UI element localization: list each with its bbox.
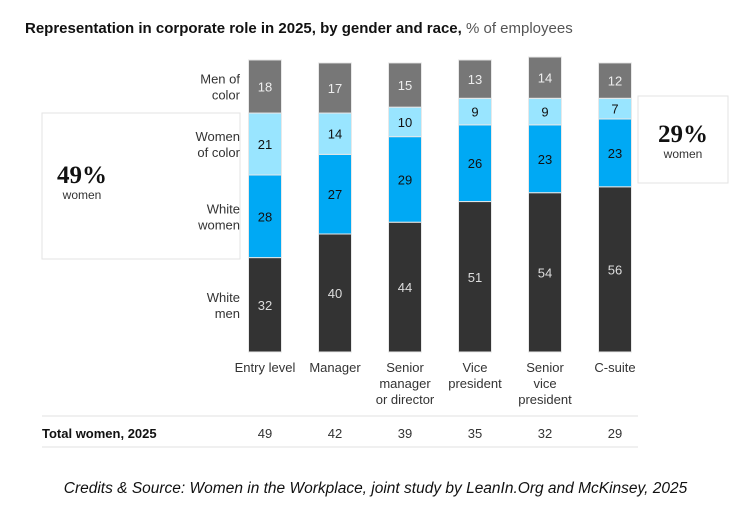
bar-value-label: 12 — [608, 74, 622, 89]
callout-box — [41, 112, 241, 260]
table-value: 29 — [608, 426, 622, 441]
callout-label: women — [663, 147, 703, 161]
callout-box — [637, 95, 729, 184]
bar-segment — [318, 153, 352, 235]
category-label: Senior — [526, 360, 564, 375]
table-value: 32 — [538, 426, 552, 441]
series-label: White — [207, 290, 240, 305]
series-label: men — [215, 306, 240, 321]
bar-segment — [528, 124, 562, 194]
bar-value-label: 9 — [541, 105, 548, 120]
bar-value-label: 13 — [468, 72, 482, 87]
bar-value-label: 23 — [538, 152, 552, 167]
series-label: women — [197, 217, 240, 232]
bar-value-label: 27 — [328, 187, 342, 202]
bar-segment — [388, 62, 422, 108]
bar-segment — [318, 233, 352, 353]
callout-value: 49% — [57, 162, 107, 189]
bar-value-label: 17 — [328, 81, 342, 96]
bar-value-label: 15 — [398, 78, 412, 93]
bar-segment — [598, 62, 632, 99]
bar-segment — [598, 186, 632, 353]
bar-value-label: 14 — [538, 71, 552, 86]
bar-segment — [528, 56, 562, 99]
bar-value-label: 32 — [258, 298, 272, 313]
bar-segment — [248, 59, 282, 114]
bar-value-label: 40 — [328, 286, 342, 301]
bar-value-label: 26 — [468, 156, 482, 171]
category-label: Entry level — [235, 360, 296, 375]
bar-value-label: 29 — [398, 172, 412, 187]
bar-segment — [458, 201, 492, 353]
category-label: C-suite — [594, 360, 635, 375]
bar-value-label: 9 — [471, 105, 478, 120]
table-row-label: Total women, 2025 — [42, 426, 157, 441]
bar-value-label: 28 — [258, 209, 272, 224]
category-label: Manager — [309, 360, 361, 375]
bar-segment — [458, 124, 492, 203]
category-label: president — [518, 392, 572, 407]
bar-segment — [388, 136, 422, 223]
bar-value-label: 21 — [258, 137, 272, 152]
bar-segment — [528, 192, 562, 353]
series-label: of color — [197, 145, 240, 160]
bar-value-label: 7 — [611, 102, 618, 117]
series-label: White — [207, 201, 240, 216]
category-label: or director — [376, 392, 435, 407]
callout-label: women — [62, 188, 102, 202]
table-value: 42 — [328, 426, 342, 441]
category-label: Vice — [462, 360, 487, 375]
table-value: 39 — [398, 426, 412, 441]
bar-value-label: 56 — [608, 262, 622, 277]
bar-segment — [458, 59, 492, 99]
category-label: president — [448, 376, 502, 391]
bar-segment — [248, 257, 282, 353]
bar-value-label: 23 — [608, 146, 622, 161]
bar-value-label: 51 — [468, 270, 482, 285]
series-label: Women — [195, 129, 240, 144]
bar-segment — [598, 118, 632, 188]
bar-value-label: 14 — [328, 127, 342, 142]
bar-value-label: 18 — [258, 80, 272, 95]
bar-segment — [318, 112, 352, 155]
series-label: Men of — [200, 72, 240, 87]
bar-segment — [528, 97, 562, 126]
category-label: vice — [533, 376, 556, 391]
table-value: 35 — [468, 426, 482, 441]
bar-segment — [388, 106, 422, 138]
bar-value-label: 10 — [398, 115, 412, 130]
bar-value-label: 44 — [398, 280, 412, 295]
category-label: Senior — [386, 360, 424, 375]
series-label: color — [212, 88, 241, 103]
bar-value-label: 54 — [538, 265, 552, 280]
chart-title: Representation in corporate role in 2025… — [25, 20, 573, 37]
category-label: manager — [379, 376, 431, 391]
callout-value: 29% — [658, 121, 708, 148]
bar-segment — [318, 62, 352, 114]
table-value: 49 — [258, 426, 272, 441]
credits: Credits & Source: Women in the Workplace… — [63, 480, 688, 497]
unit-label: % of employees — [465, 20, 573, 37]
bar-segment — [458, 97, 492, 126]
